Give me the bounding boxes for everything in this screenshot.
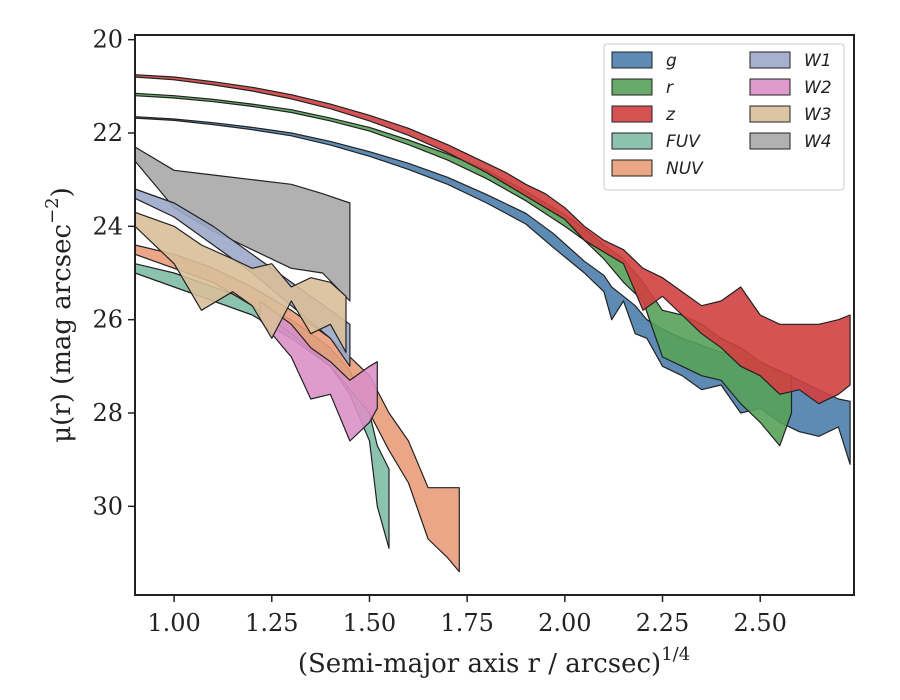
x-tick-label: 1.75 [440, 609, 493, 637]
legend-swatch-g [611, 51, 653, 69]
legend-swatch-z [611, 105, 653, 123]
x-axis-ticks: 1.00 1.25 1.50 1.75 2.00 2.25 2.50 [147, 595, 787, 637]
series-band-w3 [134, 211, 347, 353]
y-tick-label: 28 [92, 399, 123, 427]
y-tick-label: 22 [92, 119, 123, 147]
x-axis-title-exponent: 1/4 [661, 644, 690, 665]
legend-label-w2: W2 [804, 78, 832, 98]
y-axis-title: μ(r) (mag arcsec−2) [42, 187, 77, 443]
x-axis-title-text: (Semi-major axis r / arcsec) [298, 649, 661, 679]
x-axis-title: (Semi-major axis r / arcsec)1/4 [298, 644, 690, 679]
plot-frame [134, 34, 855, 596]
y-tick-label: 20 [92, 26, 123, 54]
y-tick-label: 26 [92, 306, 123, 334]
legend-label-z: z [665, 105, 676, 125]
y-axis-ticks: 20 22 24 26 28 30 [92, 26, 135, 520]
x-tick-label: 1.50 [343, 609, 396, 637]
x-tick-label: 1.00 [147, 609, 200, 637]
legend-swatch-nuv [611, 159, 653, 177]
series-band-z [134, 74, 851, 405]
x-tick-label: 2.50 [733, 609, 786, 637]
legend-swatch-fuv [611, 132, 653, 150]
legend-label-fuv: FUV [666, 132, 701, 152]
legend-label-r: r [666, 78, 674, 98]
legend-swatch-w3 [749, 105, 791, 123]
legend-swatch-w4 [749, 132, 791, 150]
legend: grz FUV NUV W1 W2 W3 W4 [603, 43, 845, 191]
series-band-r [134, 92, 793, 447]
legend-swatch-w2 [749, 78, 791, 96]
series-band-g [134, 116, 851, 465]
legend-label-w3: W3 [804, 105, 832, 125]
legend-label-w1: W1 [804, 51, 832, 71]
y-tick-label: 30 [92, 492, 123, 520]
x-tick-label: 2.00 [538, 609, 591, 637]
series-areas [134, 74, 851, 573]
y-axis-title-exponent: −2 [42, 197, 63, 224]
legend-label-nuv: NUV [666, 159, 704, 179]
x-tick-label: 2.25 [636, 609, 689, 637]
series-band-w1 [134, 188, 351, 367]
y-axis-title-close: ) [47, 187, 77, 197]
y-tick-label: 24 [92, 212, 123, 240]
y-axis-title-text: μ(r) (mag arcsec [47, 224, 77, 443]
legend-swatch-r [611, 78, 653, 96]
legend-label-w4: W4 [804, 132, 832, 152]
legend-label-g: g [666, 51, 677, 71]
series-band-w2 [259, 300, 378, 442]
x-tick-label: 1.25 [245, 609, 298, 637]
legend-swatch-w1 [749, 51, 791, 69]
